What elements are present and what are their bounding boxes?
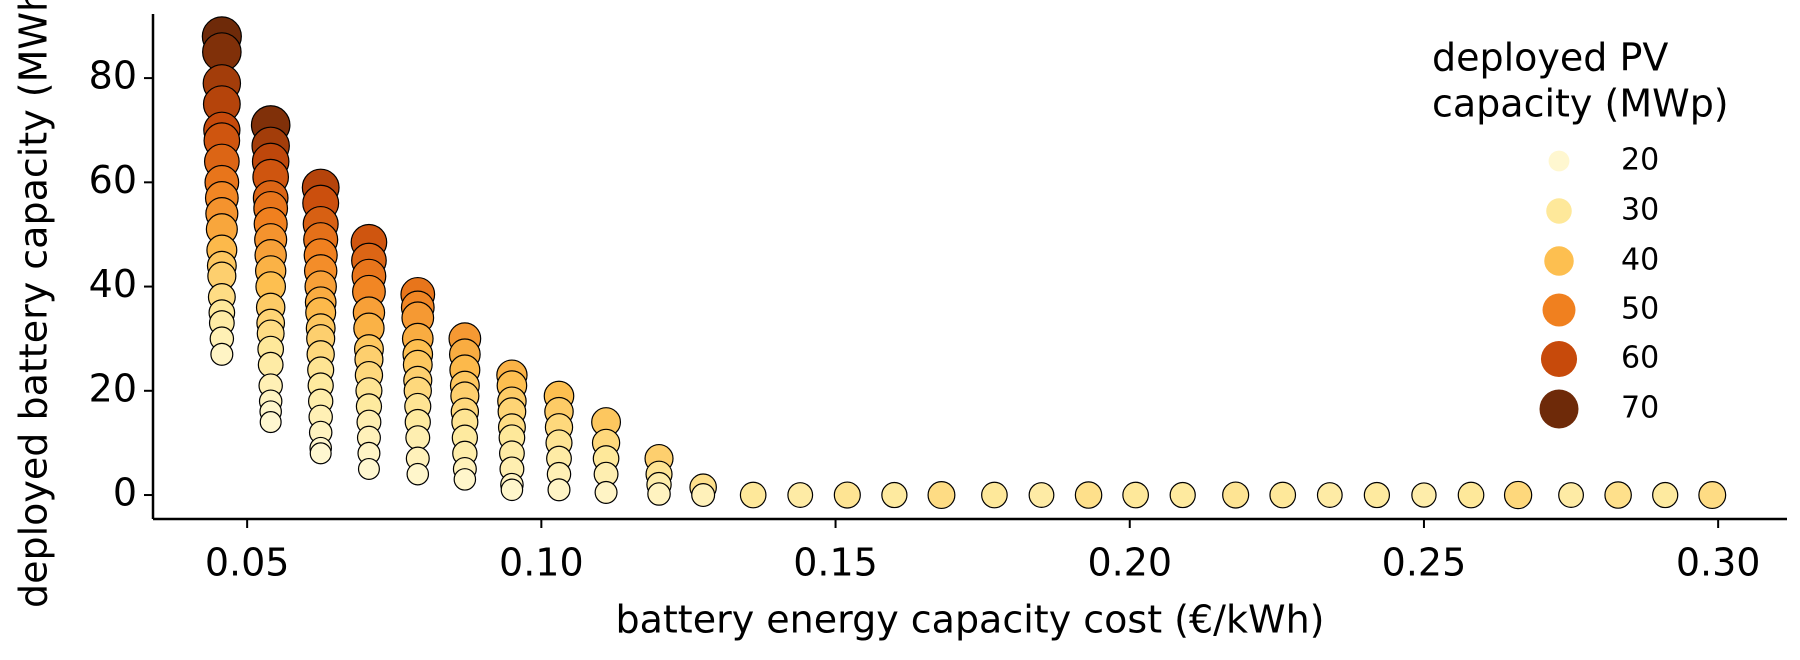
x-tick-label: 0.30	[1676, 541, 1761, 585]
scatter-point	[453, 468, 477, 491]
scatter-point	[1074, 481, 1103, 509]
legend-marker	[1546, 198, 1572, 224]
x-axis-label: battery energy capacity cost (€/kWh)	[616, 598, 1325, 642]
x-tick-label: 0.10	[499, 541, 584, 585]
legend-marker	[1539, 389, 1579, 429]
scatter-point	[405, 425, 431, 451]
scatter-point	[881, 481, 908, 509]
legend-label: 70	[1621, 391, 1659, 426]
scatter-point	[1222, 481, 1250, 509]
scatter-point	[927, 481, 956, 510]
y-tick-label: 60	[89, 158, 137, 202]
scatter-point	[1457, 481, 1485, 509]
legend-label: 20	[1621, 143, 1659, 178]
scatter-point	[406, 462, 430, 486]
scatter-point	[981, 481, 1008, 509]
scatter-point	[309, 442, 332, 465]
scatter-point	[1269, 481, 1297, 509]
scatter-point	[259, 411, 282, 434]
scatter-point	[210, 342, 234, 366]
x-tick-label: 0.15	[793, 541, 878, 585]
legend-marker	[1542, 293, 1576, 327]
y-tick-label: 0	[113, 471, 137, 515]
y-tick-label: 80	[89, 54, 137, 98]
scatter-point	[594, 480, 618, 504]
scatter-point	[1169, 481, 1196, 509]
scatter-point	[1503, 480, 1533, 510]
scatter-point	[1316, 482, 1343, 508]
legend-label: 30	[1621, 193, 1659, 228]
legend-marker	[1548, 150, 1570, 172]
scatter-point	[833, 481, 861, 509]
legend-label: 60	[1621, 341, 1659, 376]
legend-title: deployed PV	[1432, 36, 1668, 80]
legend-label: 40	[1621, 243, 1659, 278]
scatter-point	[500, 478, 524, 502]
scatter-point	[691, 483, 716, 508]
scatter-point	[1363, 481, 1391, 509]
scatter-point	[1698, 481, 1727, 510]
legend-label: 50	[1621, 292, 1659, 327]
x-tick-label: 0.05	[205, 541, 290, 585]
scatter-point	[647, 482, 671, 506]
scatter-point	[1122, 481, 1150, 509]
legend-marker	[1544, 246, 1574, 276]
legend-title: capacity (MWp)	[1432, 82, 1729, 126]
scatter-point	[1028, 482, 1055, 508]
x-tick-label: 0.25	[1382, 541, 1467, 585]
scatter-point	[1604, 481, 1632, 509]
scatter-point	[1558, 482, 1584, 508]
scatter-point	[1652, 481, 1679, 509]
y-tick-label: 20	[89, 366, 137, 410]
y-axis-label: deployed battery capacity (MWh)	[12, 0, 56, 608]
legend-marker	[1540, 340, 1578, 378]
scatter-point	[787, 482, 814, 508]
scatter-point	[739, 481, 767, 509]
scatter-point	[1411, 482, 1437, 508]
scatter-point	[357, 457, 380, 480]
scatter-point	[547, 478, 571, 502]
x-tick-label: 0.20	[1087, 541, 1172, 585]
y-tick-label: 40	[89, 262, 137, 306]
